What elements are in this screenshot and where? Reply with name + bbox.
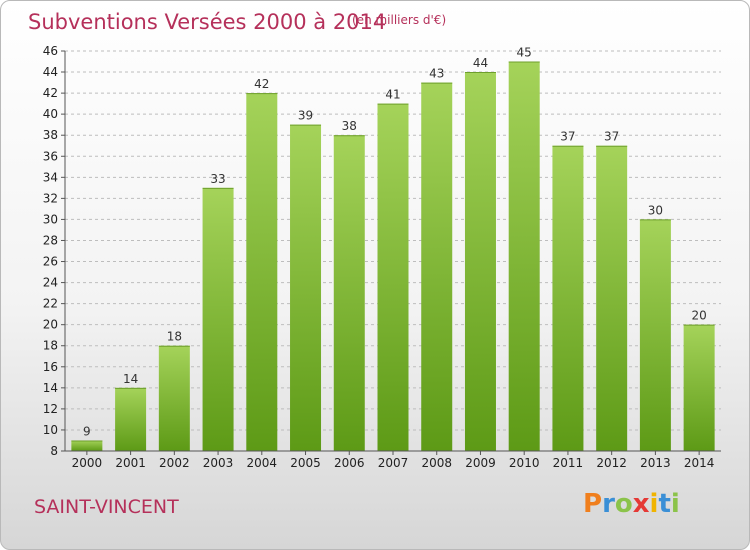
y-tick-label: 14 xyxy=(43,381,58,395)
y-tick-label: 34 xyxy=(43,170,58,184)
x-tick-label: 2009 xyxy=(465,456,496,470)
bar xyxy=(421,82,453,451)
commune-name: SAINT-VINCENT xyxy=(34,496,179,518)
bar xyxy=(508,61,540,452)
bar xyxy=(290,124,322,452)
x-tick-label: 2004 xyxy=(247,456,278,470)
data-label: 30 xyxy=(648,203,663,217)
axes: 8 10 12 14 16 18 20 22 24 26 28 30 32 34 36 38 40 42 44 46 2… xyxy=(43,44,721,470)
x-tick-label: 2008 xyxy=(421,456,452,470)
x-tick-label: 2002 xyxy=(159,456,190,470)
y-tick-label: 46 xyxy=(43,44,58,58)
y-tick-label: 20 xyxy=(43,318,58,332)
data-label: 39 xyxy=(298,109,313,123)
bar xyxy=(596,145,628,451)
y-tick-label: 22 xyxy=(43,297,58,311)
y-tick-label: 44 xyxy=(43,65,58,79)
bar xyxy=(552,145,584,451)
y-tick-label: 12 xyxy=(43,402,58,416)
chart-subtitle: (en milliers d'€) xyxy=(352,13,447,27)
x-tick-label: 2001 xyxy=(115,456,146,470)
bar xyxy=(71,440,103,451)
data-label: 14 xyxy=(123,372,138,386)
x-tick-label: 2014 xyxy=(684,456,715,470)
data-labels: 9 14 18 33 42 39 38 41 43 44 45 37 37 30 20 xyxy=(83,46,707,439)
data-label: 37 xyxy=(560,130,575,144)
data-label: 44 xyxy=(473,56,488,70)
x-tick-label: 2013 xyxy=(640,456,671,470)
bar xyxy=(464,72,496,451)
bar xyxy=(377,103,409,451)
data-label: 41 xyxy=(385,88,400,102)
y-tick-label: 10 xyxy=(43,423,58,437)
y-tick-label: 18 xyxy=(43,339,58,353)
chart-title: Subventions Versées 2000 à 2014 xyxy=(28,10,387,34)
bar xyxy=(158,345,190,451)
y-tick-label: 24 xyxy=(43,276,58,290)
x-tick-label: 2003 xyxy=(203,456,234,470)
bars xyxy=(71,61,715,452)
y-tick-label: 30 xyxy=(43,212,58,226)
bar xyxy=(333,135,365,452)
bar xyxy=(202,187,234,451)
y-tick-label: 16 xyxy=(43,360,58,374)
data-label: 9 xyxy=(83,424,91,438)
x-tick-label: 2011 xyxy=(553,456,584,470)
data-label: 43 xyxy=(429,67,444,81)
x-tick-label: 2006 xyxy=(334,456,365,470)
y-tick-label: 42 xyxy=(43,86,58,100)
data-label: 33 xyxy=(210,172,225,186)
y-tick-label: 8 xyxy=(50,444,58,458)
bar xyxy=(683,324,715,451)
y-tick-label: 26 xyxy=(43,255,58,269)
data-label: 37 xyxy=(604,130,619,144)
y-tick-label: 38 xyxy=(43,128,58,142)
data-label: 18 xyxy=(167,330,182,344)
y-tick-label: 40 xyxy=(43,107,58,121)
x-tick-label: 2000 xyxy=(72,456,103,470)
x-tick-label: 2005 xyxy=(290,456,321,470)
x-tick-label: 2010 xyxy=(509,456,540,470)
data-label: 20 xyxy=(691,309,706,323)
bar xyxy=(115,387,147,451)
x-tick-label: 2007 xyxy=(378,456,409,470)
proxiti-logo[interactable]: Proxiti xyxy=(583,489,680,519)
bar xyxy=(639,219,671,451)
data-label: 42 xyxy=(254,77,269,91)
data-label: 38 xyxy=(342,119,357,133)
y-tick-label: 32 xyxy=(43,191,58,205)
data-label: 45 xyxy=(517,46,532,60)
y-tick-label: 28 xyxy=(43,233,58,247)
x-tick-label: 2012 xyxy=(596,456,627,470)
bar xyxy=(246,93,278,452)
y-tick-label: 36 xyxy=(43,149,58,163)
